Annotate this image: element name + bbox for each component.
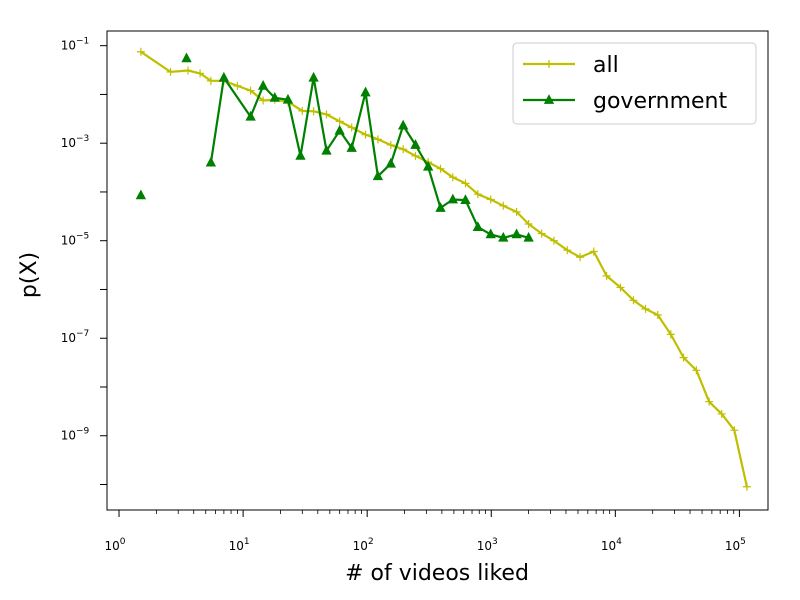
plus-marker <box>602 271 611 280</box>
plus-marker <box>545 60 553 68</box>
plus-marker <box>335 117 344 126</box>
triangle-marker <box>269 92 280 102</box>
triangle-marker <box>334 124 345 135</box>
triangle-marker <box>372 170 384 181</box>
triangle-marker <box>543 94 555 104</box>
plus-marker <box>196 69 205 78</box>
plus-marker <box>473 190 482 199</box>
y-tick-label: 10−9 <box>61 427 90 443</box>
x-tick-label: 103 <box>477 537 498 553</box>
plus-marker <box>499 201 508 210</box>
plus-marker <box>436 164 445 173</box>
x-axis-title: # of videos liked <box>345 561 529 586</box>
plus-marker <box>136 47 145 56</box>
plus-marker <box>206 76 215 85</box>
triangle-marker <box>410 139 421 149</box>
x-tick-label: 100 <box>105 537 126 553</box>
plus-marker <box>730 426 739 435</box>
plus-marker <box>347 123 356 132</box>
plus-marker <box>309 107 318 116</box>
triangle-marker <box>385 157 396 168</box>
plus-marker <box>717 409 726 418</box>
plus-marker <box>448 173 457 182</box>
plus-marker <box>399 145 408 154</box>
x-tick-label: 104 <box>601 537 622 553</box>
plus-marker <box>166 67 175 76</box>
triangle-marker <box>422 160 434 171</box>
legend: all government <box>512 42 757 125</box>
plus-marker <box>679 353 688 362</box>
plus-marker <box>184 66 193 75</box>
triangle-marker <box>205 156 217 167</box>
triangle-marker <box>485 228 496 239</box>
triangle-marker <box>472 221 484 232</box>
series-government <box>205 71 534 242</box>
y-tick-label: 10−5 <box>61 232 90 248</box>
triangle-marker <box>135 189 147 200</box>
plus-marker <box>629 296 638 305</box>
plus-marker <box>563 246 572 255</box>
plus-marker <box>246 86 255 95</box>
plus-marker <box>705 397 714 406</box>
plus-marker <box>524 220 533 229</box>
series-government <box>181 52 192 63</box>
series-government <box>135 189 147 200</box>
triangle-marker <box>435 202 446 212</box>
plus-marker <box>373 135 382 144</box>
triangle-marker <box>218 71 230 82</box>
plus-marker <box>616 283 625 292</box>
x-tick-label: 102 <box>353 537 374 553</box>
plus-marker <box>692 366 701 375</box>
plus-marker <box>486 195 495 204</box>
plot-series <box>135 47 751 491</box>
plus-marker <box>259 96 268 105</box>
plus-marker <box>361 130 370 139</box>
plus-marker <box>653 310 662 319</box>
plus-marker <box>461 179 470 188</box>
y-tick-label: 10−7 <box>61 329 90 345</box>
triangle-marker <box>447 193 458 204</box>
triangle-marker <box>360 86 371 97</box>
x-tick-label: 101 <box>229 537 250 553</box>
triangle-marker <box>257 79 269 90</box>
plus-marker <box>666 330 675 339</box>
triangle-marker <box>245 110 256 121</box>
triangle-marker <box>460 194 471 205</box>
triangle-marker <box>282 93 294 104</box>
plus-marker <box>742 482 751 491</box>
plus-marker <box>411 151 420 160</box>
plus-marker <box>386 140 395 149</box>
legend-label: all <box>593 53 619 78</box>
plus-marker <box>298 106 307 115</box>
plus-marker <box>512 207 521 216</box>
y-tick-label: 10−3 <box>61 134 90 150</box>
plus-marker <box>233 81 242 90</box>
triangle-marker <box>181 52 192 63</box>
triangle-marker <box>498 231 509 242</box>
plus-marker <box>549 236 558 245</box>
triangle-marker <box>321 144 332 155</box>
y-tick-label: 10−1 <box>61 37 90 53</box>
triangle-marker <box>523 231 534 242</box>
legend-item-all: all <box>523 53 619 78</box>
plus-marker <box>537 229 546 238</box>
triangle-marker <box>511 228 522 239</box>
plus-marker <box>641 304 650 313</box>
y-axis-title: p(X) <box>17 252 42 298</box>
axes: 100 101 102 103 104 105 10−1 10−3 10−5 10−7 10−9 <box>61 30 769 553</box>
plus-marker <box>576 253 585 262</box>
triangle-marker <box>308 71 319 82</box>
triangle-marker <box>346 142 357 152</box>
legend-label: government <box>593 89 727 114</box>
x-tick-label: 105 <box>725 537 746 553</box>
triangle-marker <box>397 119 409 130</box>
triangle-marker <box>295 149 306 160</box>
plus-marker <box>589 247 598 256</box>
plot-frame <box>106 30 769 511</box>
plus-marker <box>322 110 331 119</box>
legend-item-government: government <box>523 89 727 114</box>
